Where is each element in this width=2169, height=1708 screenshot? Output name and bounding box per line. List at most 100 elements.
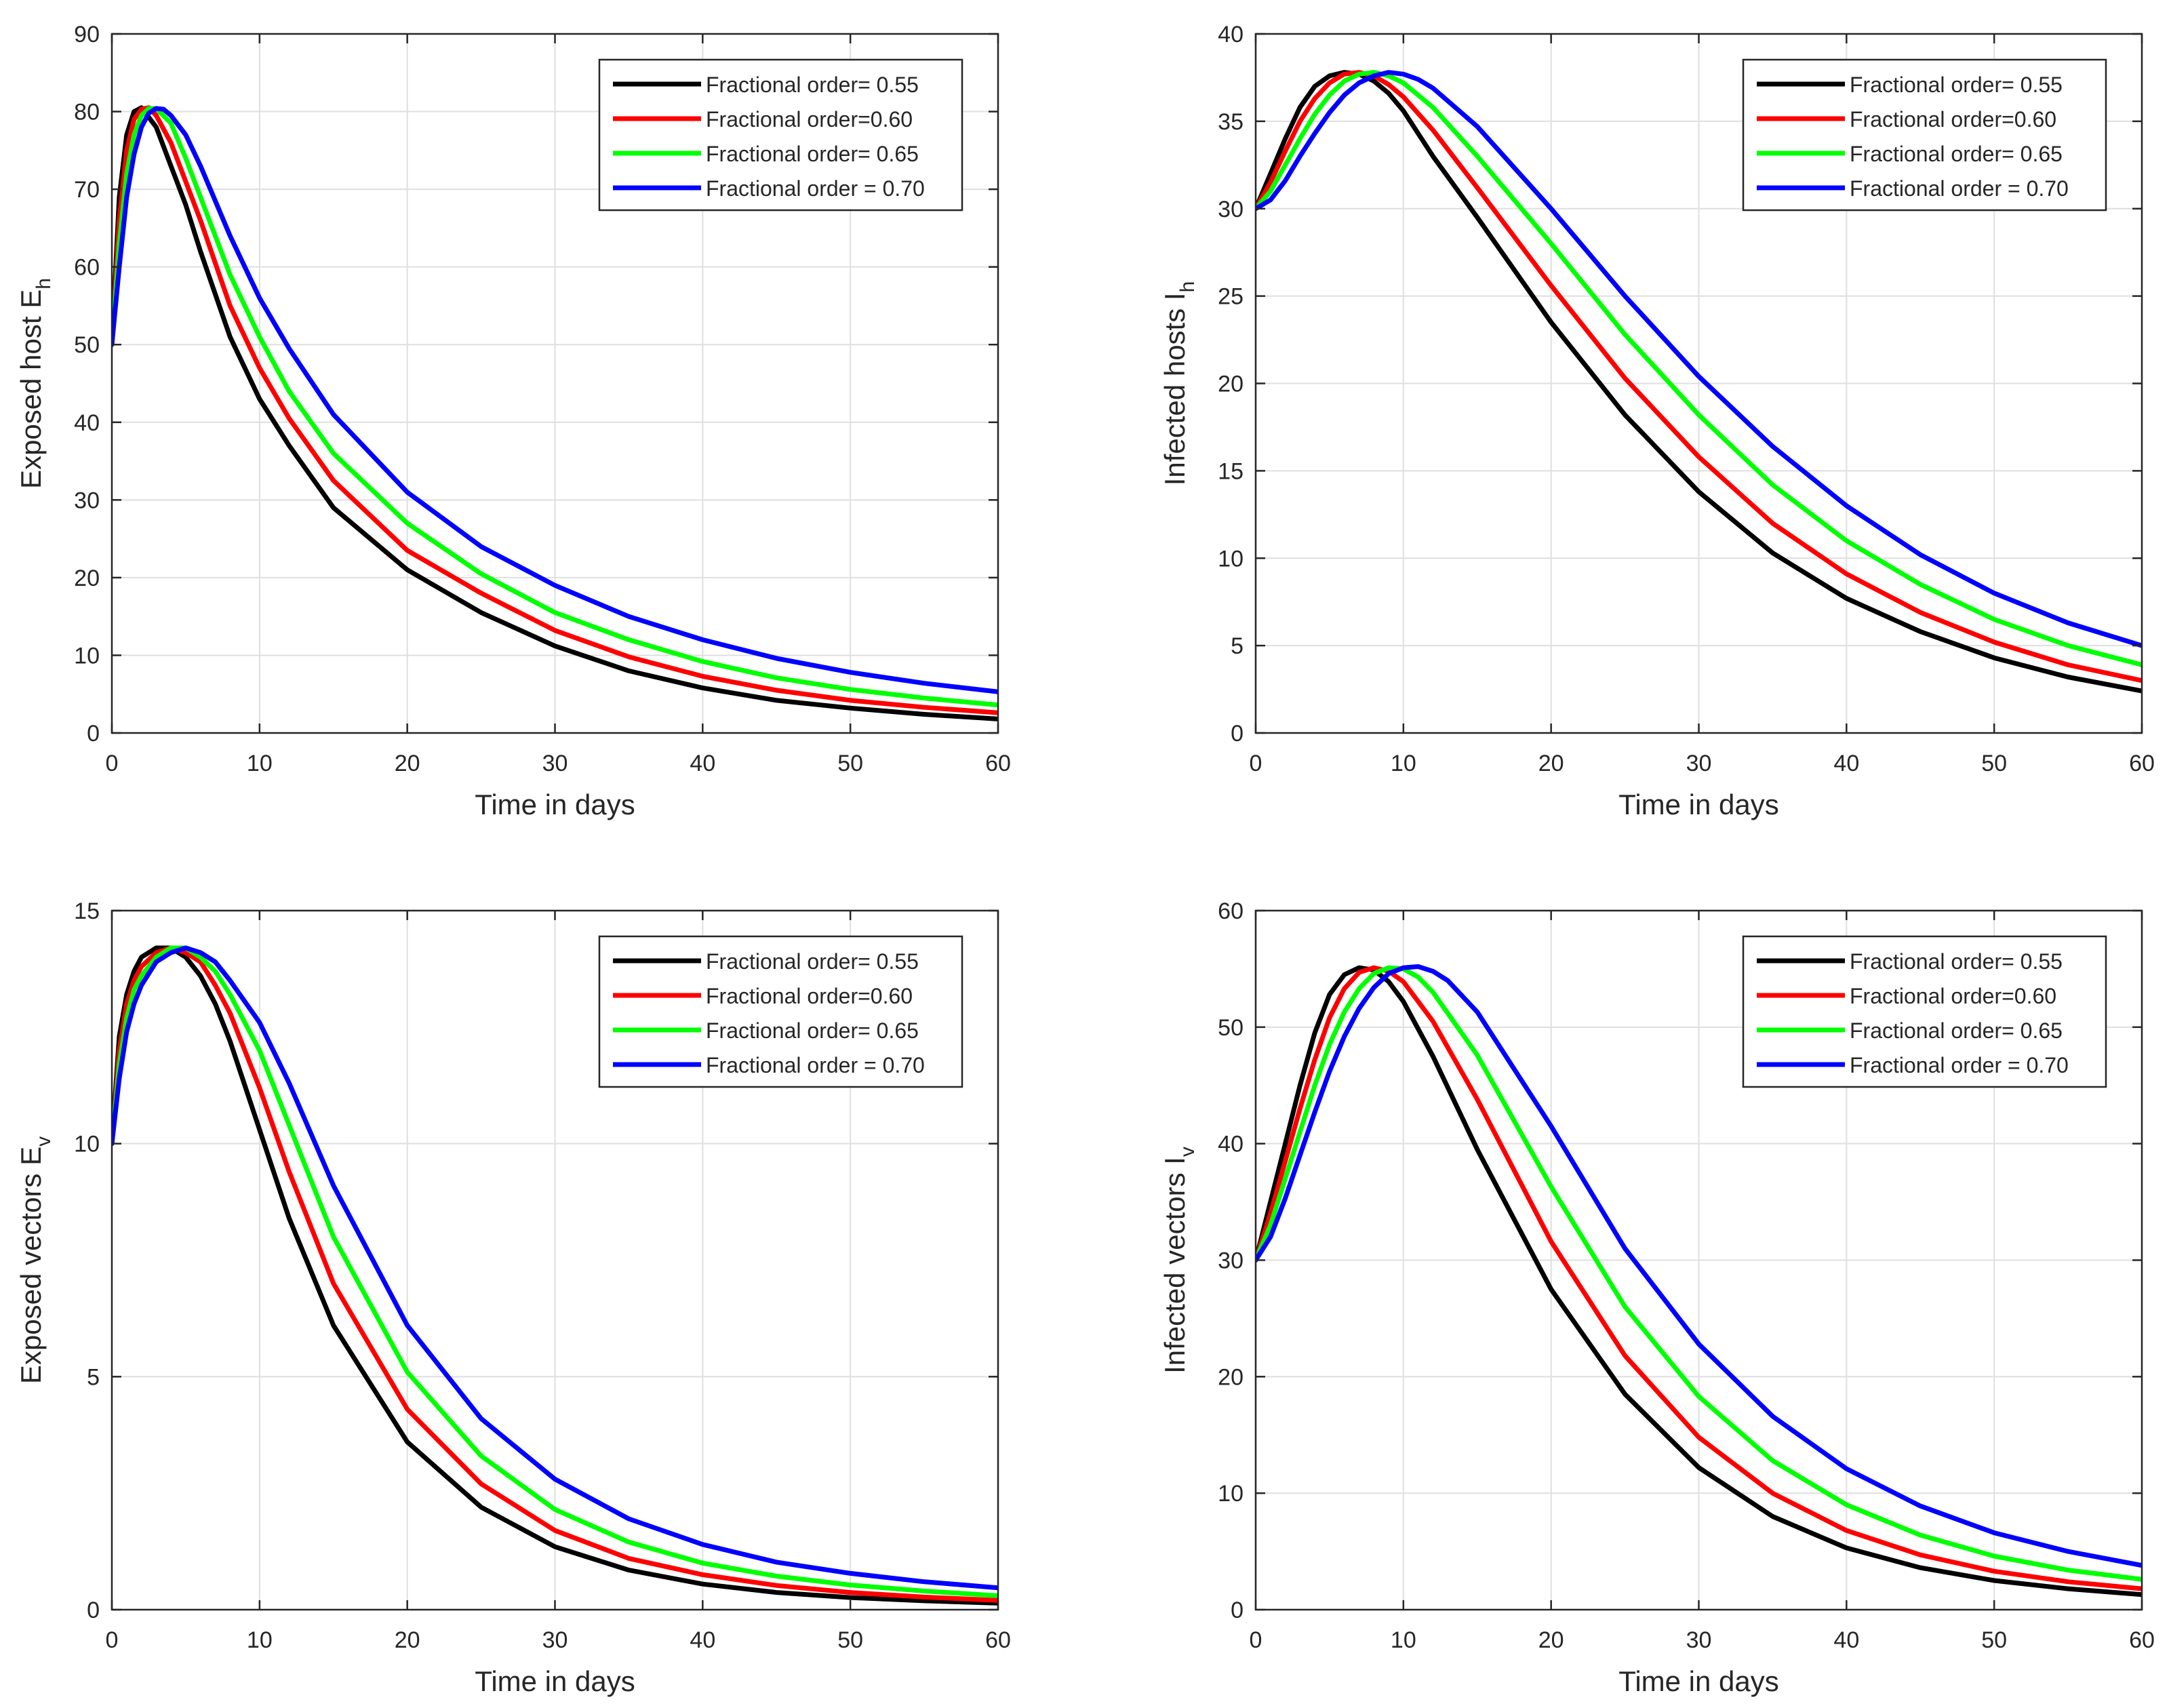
series-line-1 (1256, 965, 2142, 1597)
grid (1256, 34, 2142, 733)
series-line-3 (112, 106, 998, 708)
legend-label-1: Fractional order= 0.55 (706, 949, 919, 974)
y-tick-label: 0 (1231, 1597, 1243, 1623)
legend-label-3: Fractional order= 0.65 (1850, 1018, 2063, 1043)
x-tick-label: 0 (106, 1627, 119, 1653)
x-tick-label: 10 (247, 751, 273, 776)
y-axis-label-subscript: v (1176, 1147, 1199, 1157)
series-line-1 (1256, 70, 2142, 694)
legend: Fractional order= 0.55 Fractional order=0… (1742, 935, 2107, 1088)
x-tick-label: 30 (1686, 751, 1712, 776)
chart-panel-4: 0 10 20 30 40 50 60 0 10 20 30 40 50 60 Time in days In… (1159, 898, 2155, 1697)
grid (112, 34, 998, 733)
y-tick-label: 20 (74, 565, 100, 591)
legend-box (1742, 935, 2107, 1088)
y-tick-label: 10 (74, 1132, 100, 1157)
series-line-2 (1256, 965, 2142, 1591)
chart-panel-1: 0 10 20 30 40 50 60 0 10 20 30 40 50 60 70 80 90 Time in … (15, 22, 1011, 820)
y-tick-label: 30 (74, 488, 100, 513)
y-axis-label-subscript: v (33, 1136, 55, 1147)
x-tick-label: 10 (1391, 1627, 1416, 1653)
legend-label-1: Fractional order= 0.55 (1850, 949, 2063, 974)
x-tick-label: 30 (542, 1627, 568, 1653)
x-tick-label: 20 (395, 751, 420, 776)
y-tick-label: 50 (1218, 1015, 1243, 1041)
chart-panel-3: 0 10 20 30 40 50 60 0 5 10 15 Time in days Exposed v… (15, 898, 1011, 1697)
y-tick-label: 25 (1218, 284, 1243, 310)
y-tick-label: 10 (1218, 1481, 1243, 1507)
series-group (1256, 70, 2142, 694)
series-line-4 (112, 106, 998, 694)
series-line-2 (112, 105, 998, 715)
series-line-4 (1256, 70, 2142, 648)
x-tick-label: 40 (1833, 751, 1859, 776)
y-axis-label: Infected vectors Iv (1159, 1147, 1199, 1374)
y-axis-label-main: Infected hosts I (1159, 292, 1191, 485)
y-tick-label: 35 (1218, 109, 1243, 135)
y-tick-label: 5 (1231, 633, 1243, 659)
x-axis-label: Time in days (475, 1665, 635, 1697)
y-axis-label-main: Exposed vectors E (15, 1147, 47, 1384)
x-tick-label: 0 (106, 751, 119, 776)
legend: Fractional order= 0.55 Fractional order=0… (598, 58, 963, 212)
legend-label-2: Fractional order=0.60 (706, 107, 913, 132)
legend-label-2: Fractional order=0.60 (1850, 107, 2056, 132)
series-line-3 (112, 945, 998, 1598)
series-line-3 (1256, 70, 2142, 667)
y-tick-label: 0 (1231, 721, 1243, 747)
y-axis-label-subscript: h (1176, 281, 1199, 293)
legend-label-1: Fractional order= 0.55 (706, 73, 919, 97)
y-tick-label: 50 (74, 332, 100, 358)
legend-label-3: Fractional order= 0.65 (1850, 142, 2063, 166)
x-tick-label: 20 (1538, 1627, 1564, 1653)
x-tick-label: 0 (1250, 751, 1262, 776)
series-line-4 (1256, 964, 2142, 1568)
y-tick-label: 15 (74, 898, 100, 924)
legend-label-4: Fractional order = 0.70 (1850, 176, 2069, 201)
y-tick-label: 80 (74, 100, 100, 125)
series-group (1256, 964, 2142, 1597)
x-tick-label: 30 (542, 751, 568, 776)
series-line-2 (112, 945, 998, 1603)
y-tick-label: 30 (1218, 197, 1243, 222)
series-line-2 (1256, 70, 2142, 683)
legend-label-3: Fractional order= 0.65 (706, 142, 919, 166)
y-tick-label: 40 (74, 410, 100, 436)
y-tick-label: 10 (1218, 546, 1243, 572)
y-axis-label: Exposed vectors Ev (15, 1136, 55, 1384)
y-tick-label: 40 (1218, 22, 1243, 47)
series-line-4 (112, 945, 998, 1591)
x-tick-label: 40 (690, 751, 715, 776)
y-tick-label: 10 (74, 643, 100, 669)
legend-label-4: Fractional order = 0.70 (706, 1053, 925, 1077)
y-axis-label-subscript: h (33, 278, 55, 290)
series-line-1 (112, 945, 998, 1606)
grid (1256, 911, 2142, 1610)
y-tick-label: 20 (1218, 372, 1243, 397)
x-axis-label: Time in days (1618, 1665, 1779, 1697)
legend-label-3: Fractional order= 0.65 (706, 1018, 919, 1043)
series-group (112, 105, 998, 721)
y-tick-label: 15 (1218, 458, 1243, 484)
x-axis-label: Time in days (475, 789, 635, 820)
x-tick-label: 30 (1686, 1627, 1712, 1653)
y-axis-label: Exposed host Eh (15, 278, 55, 489)
legend: Fractional order= 0.55 Fractional order=0… (1742, 58, 2107, 212)
x-tick-label: 0 (1250, 1627, 1262, 1653)
x-axis-label: Time in days (1618, 789, 1779, 820)
x-tick-label: 50 (837, 1627, 863, 1653)
legend-label-1: Fractional order= 0.55 (1850, 73, 2063, 97)
series-line-3 (1256, 965, 2142, 1582)
y-tick-label: 0 (87, 721, 100, 747)
x-tick-label: 40 (690, 1627, 715, 1653)
x-tick-label: 50 (1981, 1627, 2007, 1653)
y-axis-label-main: Infected vectors I (1159, 1157, 1191, 1374)
x-tick-label: 60 (985, 751, 1011, 776)
x-tick-label: 20 (395, 1627, 420, 1653)
y-tick-label: 5 (87, 1364, 100, 1390)
series-group (112, 945, 998, 1606)
legend-label-2: Fractional order=0.60 (706, 984, 913, 1008)
y-tick-label: 60 (1218, 898, 1243, 924)
